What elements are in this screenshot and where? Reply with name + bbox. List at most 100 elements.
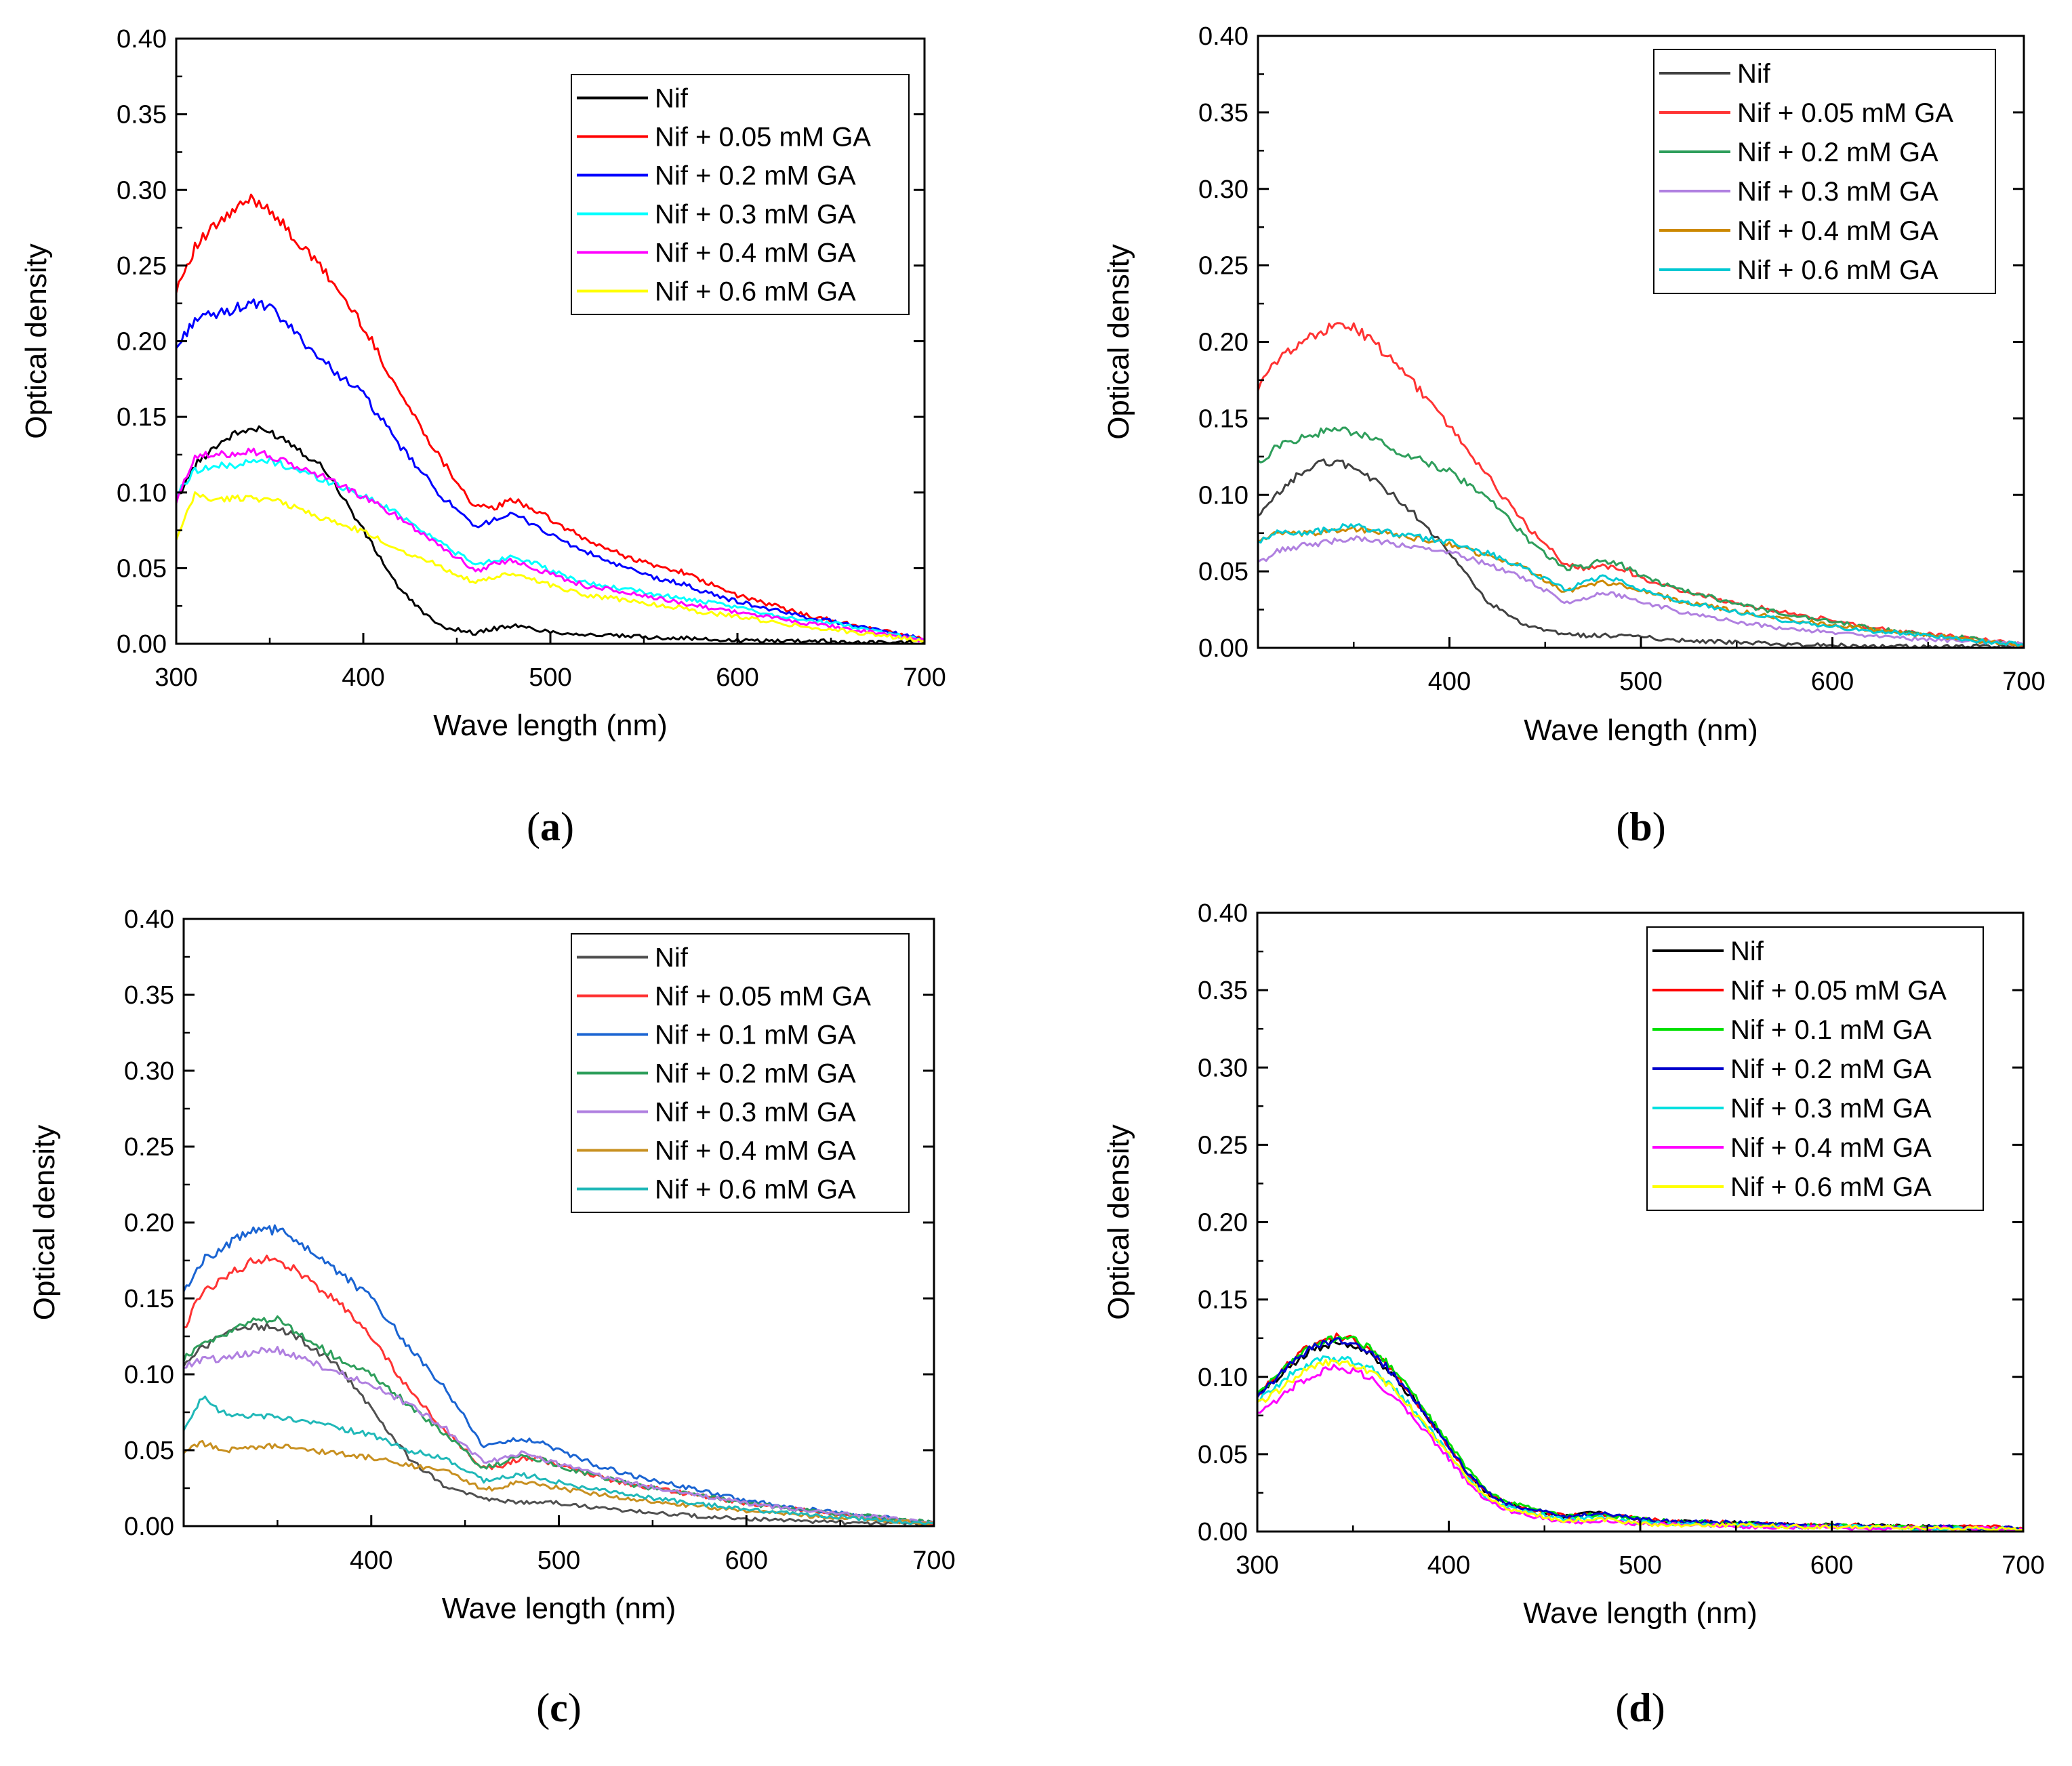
panel-letter: (c) [536,1685,582,1730]
x-tick-label: 700 [2002,668,2045,696]
legend-label: Nif [1737,59,1771,89]
y-tick-label: 0.10 [117,479,167,508]
legend-label: Nif + 0.6 mM GA [655,1175,856,1205]
y-tick-label: 0.35 [124,981,174,1010]
legend-label: Nif [655,84,689,114]
y-tick-label: 0.15 [124,1285,174,1313]
series-line [182,1322,935,1527]
y-tick-label: 0.25 [1198,1131,1248,1159]
panel-letter-char: d [1629,1685,1651,1730]
x-axis-label: Wave length (nm) [442,1592,676,1625]
legend-label: Nif [1730,937,1764,966]
y-tick-label: 0.30 [1198,176,1248,204]
y-tick-label: 0.35 [1198,977,1248,1005]
y-tick-label: 0.25 [117,252,167,281]
series-line [182,1395,935,1525]
y-tick-label: 0.30 [1198,1054,1248,1082]
y-tick-label: 0.40 [124,905,174,934]
series-line [1257,1355,2024,1532]
y-tick-label: 0.20 [117,328,167,356]
x-tick-label: 400 [350,1546,392,1575]
y-axis-label: Optical density [28,1125,61,1321]
legend-label: Nif + 0.3 mM GA [655,200,856,230]
legend-box [1653,49,1996,294]
legend-label: Nif + 0.6 mM GA [655,277,856,307]
y-tick-label: 0.35 [117,101,167,129]
panel-letter-char: c [550,1685,568,1730]
legend-label: Nif + 0.05 mM GA [1737,98,1953,128]
y-tick-label: 0.05 [117,554,167,583]
legend-label: Nif + 0.6 mM GA [1730,1172,1932,1202]
y-tick-label: 0.10 [1198,481,1248,510]
panel-letter-char: b [1629,804,1652,849]
x-tick-label: 600 [1810,1551,1853,1580]
legend-label: Nif + 0.4 mM GA [1737,216,1938,246]
series-line [1257,523,2025,647]
series-line [1257,426,2025,646]
chart-panel-a: 0.00 0.05 0.10 0.15 0.20 0.25 0.30 0.35 0.40 300 4… [20,25,946,849]
legend-label: Nif + 0.2 mM GA [1737,138,1938,167]
y-tick-label: 0.00 [124,1513,174,1541]
panel-letter-char: a [540,804,561,849]
legend-label: Nif + 0.4 mM GA [655,1136,856,1166]
series-line [175,298,925,642]
x-tick-label: 700 [912,1546,955,1575]
y-tick-label: 0.25 [124,1133,174,1162]
panel-letter-close-paren: ) [561,804,574,849]
series-line [1257,535,2025,647]
y-tick-label: 0.40 [1198,899,1248,928]
panel-letter-open-paren: ( [1616,804,1629,849]
legend-label: Nif + 0.3 mM GA [655,1098,856,1128]
panel-letter-open-paren: ( [527,804,540,849]
legend-box [571,74,910,315]
x-tick-label: 500 [1619,668,1662,696]
y-tick-label: 0.15 [117,403,167,432]
series-line [1257,1363,2024,1533]
y-tick-label: 0.05 [1198,1441,1248,1469]
x-tick-label: 300 [1236,1551,1278,1580]
panel-letter: (a) [527,804,574,849]
series-line [183,1254,935,1525]
series-line [175,447,925,643]
series-line [175,491,925,643]
series-line [175,457,925,640]
x-axis-label: Wave length (nm) [1523,1597,1758,1630]
x-tick-label: 300 [155,663,197,692]
y-tick-label: 0.05 [1198,558,1248,586]
y-tick-label: 0.25 [1198,252,1248,281]
x-tick-label: 700 [2002,1551,2044,1580]
series-line [1257,525,2025,647]
panel-letter-close-paren: ) [568,1685,582,1730]
legend-label: Nif [655,943,689,973]
y-tick-label: 0.05 [124,1437,174,1465]
panel-letter-open-paren: ( [1615,1685,1629,1730]
legend-label: Nif + 0.1 mM GA [655,1021,856,1050]
series-line [1257,1359,2024,1532]
legend-label: Nif + 0.05 mM GA [655,982,871,1012]
y-tick-label: 0.10 [1198,1363,1248,1392]
x-tick-label: 500 [529,663,571,692]
panel-letter: (d) [1615,1685,1665,1730]
y-tick-label: 0.30 [124,1057,174,1086]
legend-label: Nif + 0.4 mM GA [655,239,856,268]
x-tick-label: 500 [1619,1551,1661,1580]
x-tick-label: 400 [342,663,384,692]
y-tick-label: 0.30 [117,176,167,205]
legend-label: Nif + 0.4 mM GA [1730,1133,1932,1163]
x-tick-label: 400 [1428,668,1471,696]
chart-panel-c: 0.00 0.05 0.10 0.15 0.20 0.25 0.30 0.35 0.40 400 5… [28,905,956,1730]
legend-label: Nif + 0.2 mM GA [655,1059,856,1089]
x-tick-label: 500 [537,1546,580,1575]
panel-letter-close-paren: ) [1652,1685,1665,1730]
x-tick-label: 400 [1427,1551,1470,1580]
y-tick-label: 0.20 [1198,329,1248,357]
chart-panel-d: 0.00 0.05 0.10 0.15 0.20 0.25 0.30 0.35 0.40 300 4… [1102,899,2045,1730]
legend-label: Nif + 0.2 mM GA [655,161,856,191]
y-tick-label: 0.20 [124,1209,174,1237]
x-tick-label: 600 [1811,668,1854,696]
series-line [1257,458,2025,649]
x-axis-label: Wave length (nm) [1524,714,1758,747]
x-tick-label: 600 [725,1546,768,1575]
series-line [182,1315,935,1525]
